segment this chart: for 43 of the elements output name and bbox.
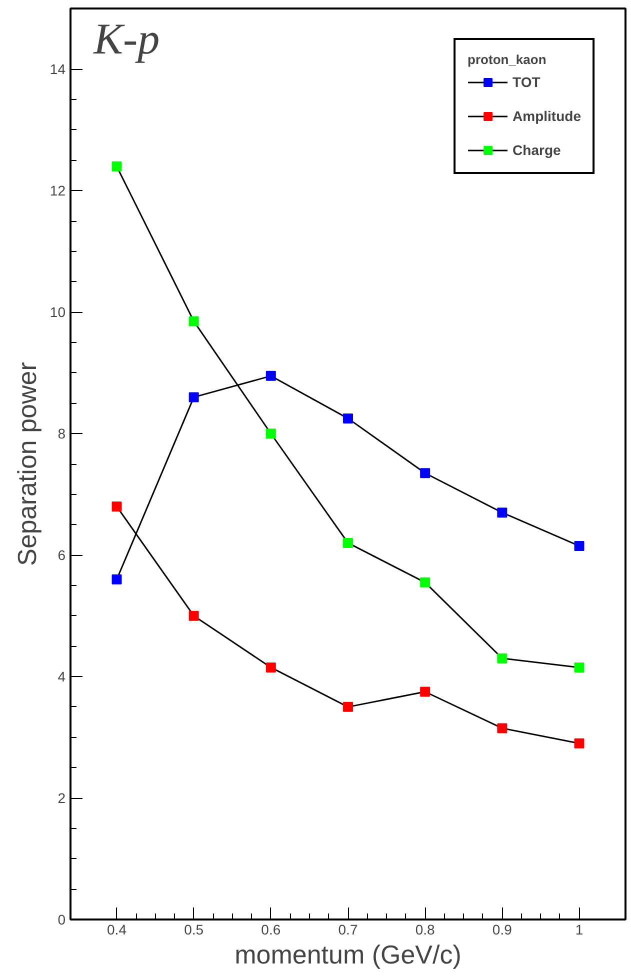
point: [188, 392, 199, 402]
point: [574, 738, 584, 748]
point: [497, 508, 508, 518]
x-axis-title: momentum (GeV/c): [234, 940, 462, 970]
y-tick-label: 4: [58, 668, 66, 685]
legend-label: Charge: [512, 142, 561, 158]
point: [112, 574, 122, 584]
x-tick-label: 1: [575, 922, 584, 938]
y-tick-label: 14: [50, 61, 66, 78]
point: [112, 502, 122, 512]
y-tick-label: 12: [50, 182, 66, 199]
point: [188, 316, 199, 326]
x-tick-label: 0.9: [492, 922, 512, 938]
point: [266, 428, 276, 439]
y-tick-label: 0: [58, 912, 66, 928]
x-tick-label: 0.5: [184, 922, 204, 938]
y-tick-label: 2: [58, 790, 66, 806]
point: [343, 538, 353, 548]
y-axis-title: Separation power: [12, 362, 42, 566]
point: [343, 702, 353, 712]
x-tick-label: 0.6: [261, 922, 281, 938]
x-tick-label: 0.7: [338, 922, 358, 938]
point: [188, 610, 199, 621]
point: [266, 662, 276, 672]
point: [420, 577, 430, 588]
point: [266, 370, 276, 381]
legend-title: proton_kaon: [468, 52, 548, 67]
point: [112, 161, 122, 172]
legend-label: TOT: [512, 74, 540, 90]
point: [497, 653, 508, 664]
x-tick-label: 0.8: [415, 922, 436, 938]
legend-label: Amplitude: [512, 108, 581, 124]
point: [574, 662, 584, 672]
point: [574, 540, 584, 551]
y-tick-label: 8: [58, 426, 66, 442]
point: [420, 468, 430, 478]
y-tick-label: 10: [50, 304, 66, 320]
y-tick-label: 6: [58, 547, 66, 564]
x-tick-label: 0.4: [107, 922, 127, 938]
point: [343, 413, 353, 424]
point: [420, 686, 430, 697]
annotation: K-p: [92, 14, 160, 64]
point: [497, 723, 508, 734]
